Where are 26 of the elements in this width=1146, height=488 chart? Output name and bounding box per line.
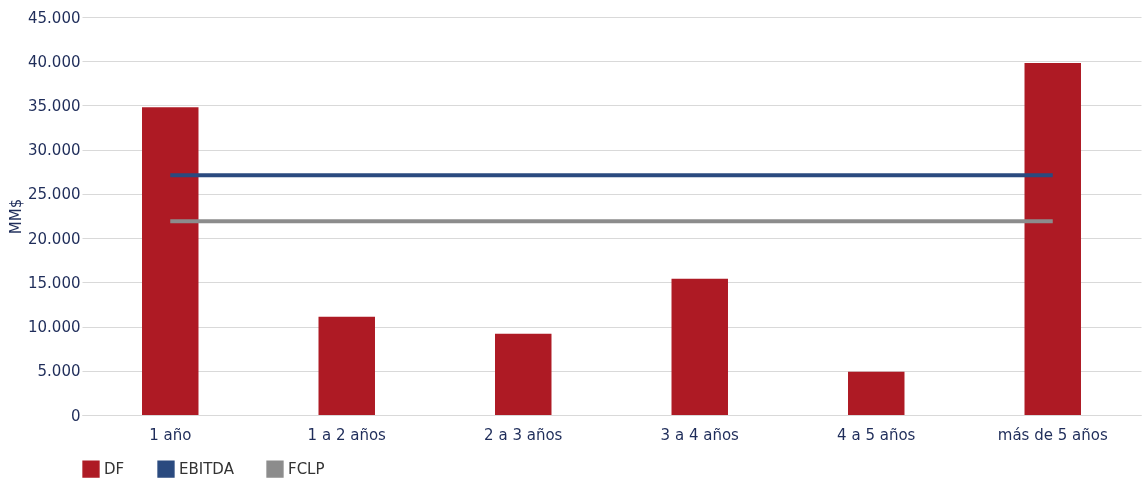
x-tick-label: 4 a 5 años <box>837 425 916 444</box>
y-tick-label: 20.000 <box>28 229 81 248</box>
y-tick-label: 40.000 <box>28 52 81 71</box>
x-tick-label: más de 5 años <box>997 425 1108 444</box>
bar <box>671 278 728 415</box>
y-tick-label: 0 <box>70 406 81 425</box>
bar <box>495 333 552 415</box>
y-tick-label: 30.000 <box>28 141 81 160</box>
y-tick-label: 15.000 <box>28 273 81 292</box>
legend-label: DF <box>104 460 125 479</box>
y-tick-label: 45.000 <box>28 8 81 27</box>
y-tick-label: 10.000 <box>28 318 81 337</box>
x-tick-label: 1 año <box>149 425 192 444</box>
bar <box>142 107 199 415</box>
bar <box>318 316 375 415</box>
x-tick-label: 3 a 4 años <box>660 425 740 444</box>
legend-label: FCLP <box>288 460 325 479</box>
y-tick-label: 35.000 <box>28 96 81 115</box>
bar <box>848 371 905 415</box>
x-tick-label: 1 a 2 años <box>307 425 387 444</box>
legend-label: EBITDA <box>179 460 235 479</box>
x-tick-label: 2 a 3 años <box>484 425 563 444</box>
y-axis-title: MM$ <box>7 198 26 235</box>
y-tick-label: 5.000 <box>37 362 81 381</box>
bar <box>1024 62 1081 415</box>
y-tick-label: 25.000 <box>28 185 81 204</box>
